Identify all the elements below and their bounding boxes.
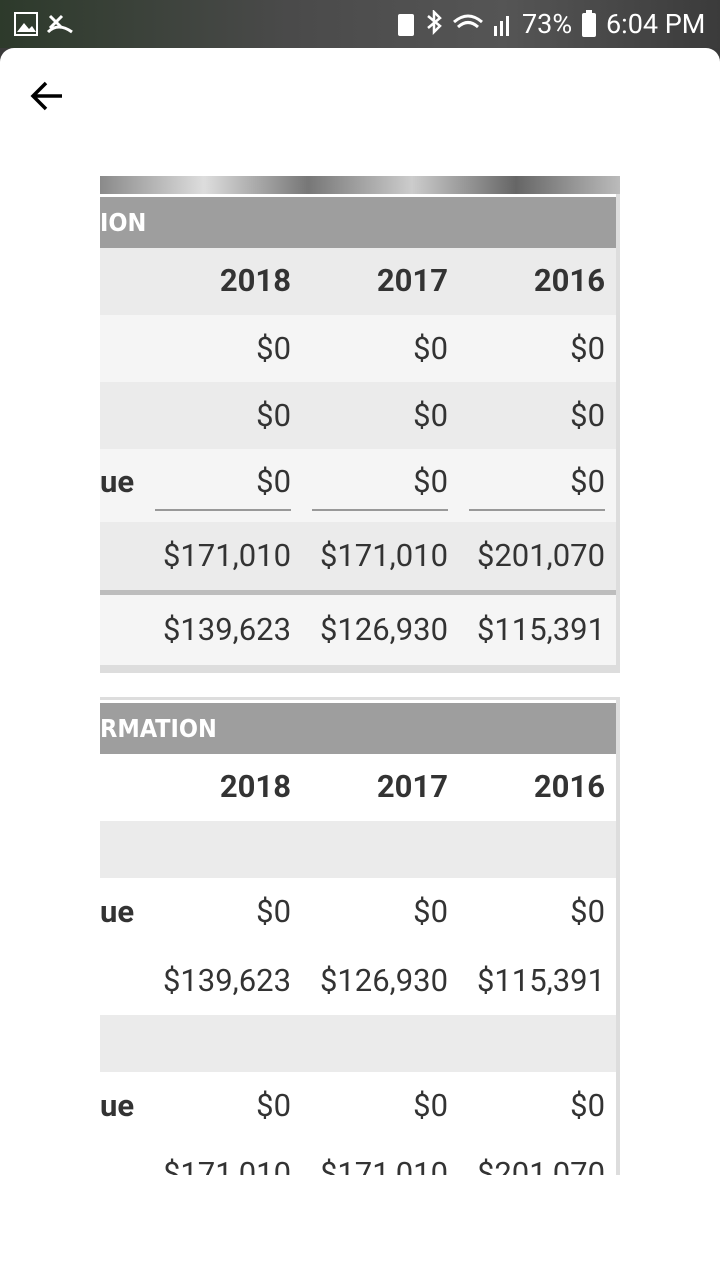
value-cell: $0 [413, 396, 448, 434]
table-header: RMATION [100, 703, 616, 754]
value-cell: $0 [256, 396, 291, 434]
sum-underline [155, 509, 291, 511]
table-row: ue $0 $0 $0 [100, 1072, 616, 1142]
table-row: $139,623 $126,930 $115,391 [100, 946, 616, 1017]
value-cell: $0 [413, 1087, 448, 1124]
data-table: RMATION 2018 2017 2016 ue $0 $0 $0 $139,623 $126,… [100, 697, 620, 1175]
table-row [100, 821, 616, 880]
sum-underline [469, 509, 605, 511]
status-bar: 73% 6:04 PM [0, 0, 720, 48]
data-table: ION 2018 2017 2016 $0 $0 $0 $0 $0 $0 ue $0 $0 $0 $171,… [100, 176, 620, 673]
table-row: $171,010 $171,010 $201,070 [100, 522, 616, 590]
year-row: 2018 2017 2016 [100, 248, 616, 315]
table-row: ue $0 $0 $0 [100, 878, 616, 948]
table-row: $0 $0 $0 [100, 315, 616, 382]
value-cell: $201,070 [476, 1155, 605, 1175]
year-label: 2016 [533, 262, 605, 299]
status-icons [14, 12, 73, 36]
battery-percent: 73% [522, 8, 573, 40]
table-header: ION [100, 197, 616, 248]
scroll-content: ION 2018 2017 2016 $0 $0 $0 $0 $0 $0 ue $0 $0 $0 $171,… [100, 176, 620, 1175]
sum-underline [312, 509, 448, 511]
row-label: ue [100, 1087, 135, 1124]
value-cell: $0 [570, 893, 605, 930]
year-label: 2017 [376, 262, 448, 299]
year-label: 2017 [376, 768, 448, 805]
value-cell: $0 [413, 462, 448, 500]
value-cell: $0 [256, 329, 291, 367]
value-cell: $201,070 [476, 537, 605, 574]
table-row: $0 $0 $0 [100, 382, 616, 449]
value-cell: $0 [256, 1087, 291, 1124]
year-row: 2018 2017 2016 [100, 754, 616, 823]
battery-icon [582, 10, 596, 37]
value-cell: $0 [570, 396, 605, 434]
table-row: $139,623 $126,930 $115,391 [100, 590, 616, 669]
value-cell: $171,010 [319, 537, 448, 574]
header-image [100, 176, 620, 194]
value-cell: $171,010 [319, 1155, 448, 1175]
value-cell: $0 [256, 893, 291, 930]
value-cell: $139,623 [162, 611, 291, 648]
value-cell: $171,010 [162, 1155, 291, 1175]
value-cell: $126,930 [319, 961, 448, 999]
table-row [100, 1015, 616, 1074]
clock: 6:04 PM [606, 8, 706, 40]
value-cell: $0 [570, 329, 605, 367]
table-row: $171,010 $171,010 $201,070 [100, 1140, 616, 1175]
year-label: 2018 [219, 768, 291, 805]
value-cell: $115,391 [476, 961, 605, 999]
value-cell: $0 [413, 329, 448, 367]
value-cell: $139,623 [162, 961, 291, 999]
table-row: ue $0 $0 $0 [100, 449, 616, 522]
value-cell: $0 [413, 893, 448, 930]
row-label: ue [100, 893, 135, 930]
value-cell: $0 [570, 1087, 605, 1124]
row-label: ue [100, 462, 135, 500]
year-label: 2018 [219, 262, 291, 299]
status-signal-icons [398, 10, 509, 36]
value-cell: $171,010 [162, 537, 291, 574]
back-button[interactable] [28, 78, 68, 114]
value-cell: $115,391 [476, 611, 605, 648]
value-cell: $0 [256, 462, 291, 500]
year-label: 2016 [533, 768, 605, 805]
value-cell: $0 [570, 462, 605, 500]
value-cell: $126,930 [319, 611, 448, 648]
